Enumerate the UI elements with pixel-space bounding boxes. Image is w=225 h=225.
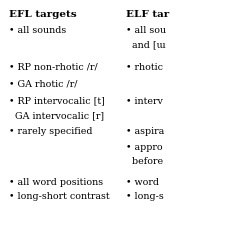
Text: GA intervocalic [r]: GA intervocalic [r] — [9, 111, 104, 120]
Text: • all sounds: • all sounds — [9, 26, 66, 35]
Text: • long-short contrast: • long-short contrast — [9, 192, 110, 201]
Text: • appro: • appro — [126, 143, 163, 152]
Text: • RP intervocalic [t]: • RP intervocalic [t] — [9, 97, 105, 106]
Text: • rhotic: • rhotic — [126, 63, 163, 72]
Text: • word: • word — [126, 178, 159, 187]
Text: before: before — [126, 158, 163, 166]
Text: ELF tar: ELF tar — [126, 10, 169, 19]
Text: • interv: • interv — [126, 97, 163, 106]
Text: • aspira: • aspira — [126, 127, 164, 136]
Text: EFL targets: EFL targets — [9, 10, 77, 19]
Text: • rarely specified: • rarely specified — [9, 127, 92, 136]
Text: • long-s: • long-s — [126, 192, 164, 201]
Text: • RP non-rhotic /r/: • RP non-rhotic /r/ — [9, 63, 98, 72]
Text: • all word positions: • all word positions — [9, 178, 103, 187]
Text: • all sou: • all sou — [126, 26, 166, 35]
Text: • GA rhotic /r/: • GA rhotic /r/ — [9, 80, 77, 89]
Text: and [ɯ: and [ɯ — [126, 40, 166, 50]
